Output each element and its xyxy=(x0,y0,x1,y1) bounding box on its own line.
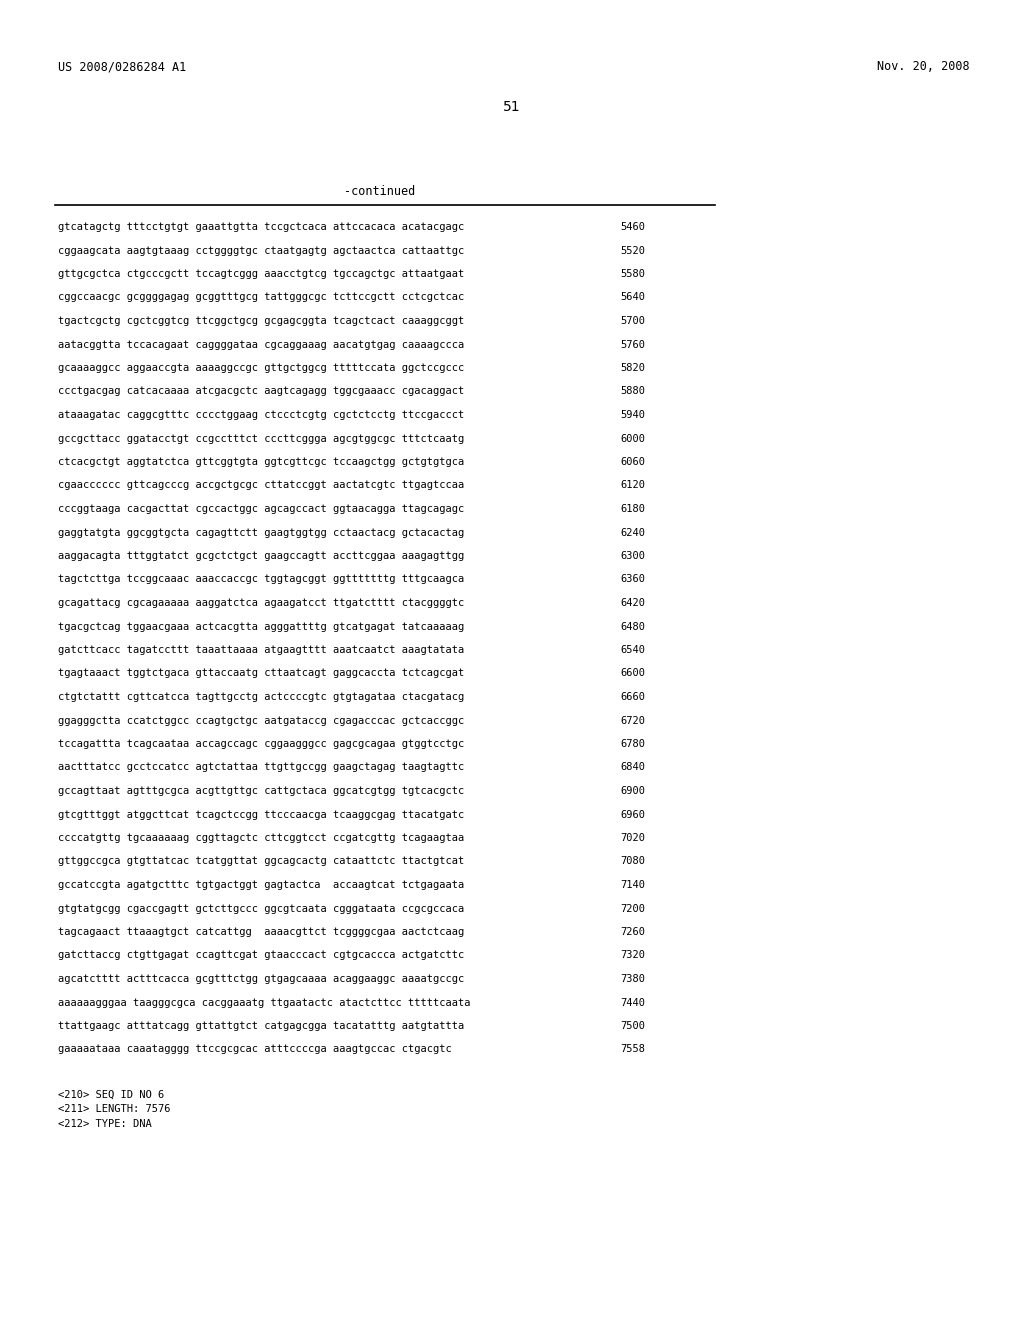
Text: Nov. 20, 2008: Nov. 20, 2008 xyxy=(878,59,970,73)
Text: cgaacccccc gttcagcccg accgctgcgc cttatccggt aactatcgtc ttgagtccaa: cgaacccccc gttcagcccg accgctgcgc cttatcc… xyxy=(58,480,464,491)
Text: gccagttaat agtttgcgca acgttgttgc cattgctaca ggcatcgtgg tgtcacgctc: gccagttaat agtttgcgca acgttgttgc cattgct… xyxy=(58,785,464,796)
Text: 7200: 7200 xyxy=(620,903,645,913)
Text: ataaagatac caggcgtttc cccctggaag ctccctcgtg cgctctcctg ttccgaccct: ataaagatac caggcgtttc cccctggaag ctccctc… xyxy=(58,411,464,420)
Text: ctgtctattt cgttcatcca tagttgcctg actccccgtc gtgtagataa ctacgatacg: ctgtctattt cgttcatcca tagttgcctg actcccc… xyxy=(58,692,464,702)
Text: 6420: 6420 xyxy=(620,598,645,609)
Text: ttattgaagc atttatcagg gttattgtct catgagcgga tacatatttg aatgtattta: ttattgaagc atttatcagg gttattgtct catgagc… xyxy=(58,1020,464,1031)
Text: ccccatgttg tgcaaaaaag cggttagctc cttcggtcct ccgatcgttg tcagaagtaa: ccccatgttg tgcaaaaaag cggttagctc cttcggt… xyxy=(58,833,464,843)
Text: 5700: 5700 xyxy=(620,315,645,326)
Text: 5760: 5760 xyxy=(620,339,645,350)
Text: tagctcttga tccggcaaac aaaccaccgc tggtagcggt ggtttttttg tttgcaagca: tagctcttga tccggcaaac aaaccaccgc tggtagc… xyxy=(58,574,464,585)
Text: gttgcgctca ctgcccgctt tccagtcggg aaacctgtcg tgccagctgc attaatgaat: gttgcgctca ctgcccgctt tccagtcggg aaacctg… xyxy=(58,269,464,279)
Text: agcatctttt actttcacca gcgtttctgg gtgagcaaaa acaggaaggc aaaatgccgc: agcatctttt actttcacca gcgtttctgg gtgagca… xyxy=(58,974,464,983)
Text: tgacgctcag tggaacgaaa actcacgtta agggattttg gtcatgagat tatcaaaaag: tgacgctcag tggaacgaaa actcacgtta agggatt… xyxy=(58,622,464,631)
Text: -continued: -continued xyxy=(344,185,416,198)
Text: gttggccgca gtgttatcac tcatggttat ggcagcactg cataattctc ttactgtcat: gttggccgca gtgttatcac tcatggttat ggcagca… xyxy=(58,857,464,866)
Text: 5880: 5880 xyxy=(620,387,645,396)
Text: 6360: 6360 xyxy=(620,574,645,585)
Text: 6000: 6000 xyxy=(620,433,645,444)
Text: 5940: 5940 xyxy=(620,411,645,420)
Text: gtcatagctg tttcctgtgt gaaattgtta tccgctcaca attccacaca acatacgagc: gtcatagctg tttcctgtgt gaaattgtta tccgctc… xyxy=(58,222,464,232)
Text: 6240: 6240 xyxy=(620,528,645,537)
Text: 6120: 6120 xyxy=(620,480,645,491)
Text: tagcagaact ttaaagtgct catcattgg  aaaacgttct tcggggcgaa aactctcaag: tagcagaact ttaaagtgct catcattgg aaaacgtt… xyxy=(58,927,464,937)
Text: ggagggctta ccatctggcc ccagtgctgc aatgataccg cgagacccac gctcaccggc: ggagggctta ccatctggcc ccagtgctgc aatgata… xyxy=(58,715,464,726)
Text: 7500: 7500 xyxy=(620,1020,645,1031)
Text: 7260: 7260 xyxy=(620,927,645,937)
Text: 5640: 5640 xyxy=(620,293,645,302)
Text: tgagtaaact tggtctgaca gttaccaatg cttaatcagt gaggcaccta tctcagcgat: tgagtaaact tggtctgaca gttaccaatg cttaatc… xyxy=(58,668,464,678)
Text: 6900: 6900 xyxy=(620,785,645,796)
Text: 6660: 6660 xyxy=(620,692,645,702)
Text: 7020: 7020 xyxy=(620,833,645,843)
Text: 5520: 5520 xyxy=(620,246,645,256)
Text: 7380: 7380 xyxy=(620,974,645,983)
Text: ctcacgctgt aggtatctca gttcggtgta ggtcgttcgc tccaagctgg gctgtgtgca: ctcacgctgt aggtatctca gttcggtgta ggtcgtt… xyxy=(58,457,464,467)
Text: gatcttcacc tagatccttt taaattaaaa atgaagtttt aaatcaatct aaagtatata: gatcttcacc tagatccttt taaattaaaa atgaagt… xyxy=(58,645,464,655)
Text: gcaaaaggcc aggaaccgta aaaaggccgc gttgctggcg tttttccata ggctccgccc: gcaaaaggcc aggaaccgta aaaaggccgc gttgctg… xyxy=(58,363,464,374)
Text: 6600: 6600 xyxy=(620,668,645,678)
Text: 6180: 6180 xyxy=(620,504,645,513)
Text: aactttatcc gcctccatcc agtctattaa ttgttgccgg gaagctagag taagtagttc: aactttatcc gcctccatcc agtctattaa ttgttgc… xyxy=(58,763,464,772)
Text: 6840: 6840 xyxy=(620,763,645,772)
Text: 7140: 7140 xyxy=(620,880,645,890)
Text: US 2008/0286284 A1: US 2008/0286284 A1 xyxy=(58,59,186,73)
Text: 6960: 6960 xyxy=(620,809,645,820)
Text: 7320: 7320 xyxy=(620,950,645,961)
Text: gaaaaataaa caaatagggg ttccgcgcac atttccccga aaagtgccac ctgacgtc: gaaaaataaa caaatagggg ttccgcgcac atttccc… xyxy=(58,1044,452,1055)
Text: aatacggtta tccacagaat caggggataa cgcaggaaag aacatgtgag caaaagccca: aatacggtta tccacagaat caggggataa cgcagga… xyxy=(58,339,464,350)
Text: gccgcttacc ggatacctgt ccgcctttct cccttcggga agcgtggcgc tttctcaatg: gccgcttacc ggatacctgt ccgcctttct cccttcg… xyxy=(58,433,464,444)
Text: <212> TYPE: DNA: <212> TYPE: DNA xyxy=(58,1119,152,1129)
Text: gcagattacg cgcagaaaaa aaggatctca agaagatcct ttgatctttt ctacggggtc: gcagattacg cgcagaaaaa aaggatctca agaagat… xyxy=(58,598,464,609)
Text: 7440: 7440 xyxy=(620,998,645,1007)
Text: 6720: 6720 xyxy=(620,715,645,726)
Text: gtcgtttggt atggcttcat tcagctccgg ttcccaacga tcaaggcgag ttacatgatc: gtcgtttggt atggcttcat tcagctccgg ttcccaa… xyxy=(58,809,464,820)
Text: 7080: 7080 xyxy=(620,857,645,866)
Text: 5580: 5580 xyxy=(620,269,645,279)
Text: 6060: 6060 xyxy=(620,457,645,467)
Text: tgactcgctg cgctcggtcg ttcggctgcg gcgagcggta tcagctcact caaaggcggt: tgactcgctg cgctcggtcg ttcggctgcg gcgagcg… xyxy=(58,315,464,326)
Text: gaggtatgta ggcggtgcta cagagttctt gaagtggtgg cctaactacg gctacactag: gaggtatgta ggcggtgcta cagagttctt gaagtgg… xyxy=(58,528,464,537)
Text: cggaagcata aagtgtaaag cctggggtgc ctaatgagtg agctaactca cattaattgc: cggaagcata aagtgtaaag cctggggtgc ctaatga… xyxy=(58,246,464,256)
Text: cggccaacgc gcggggagag gcggtttgcg tattgggcgc tcttccgctt cctcgctcac: cggccaacgc gcggggagag gcggtttgcg tattggg… xyxy=(58,293,464,302)
Text: gtgtatgcgg cgaccgagtt gctcttgccc ggcgtcaata cgggataata ccgcgccaca: gtgtatgcgg cgaccgagtt gctcttgccc ggcgtca… xyxy=(58,903,464,913)
Text: ccctgacgag catcacaaaa atcgacgctc aagtcagagg tggcgaaacc cgacaggact: ccctgacgag catcacaaaa atcgacgctc aagtcag… xyxy=(58,387,464,396)
Text: 5460: 5460 xyxy=(620,222,645,232)
Text: 6300: 6300 xyxy=(620,550,645,561)
Text: 7558: 7558 xyxy=(620,1044,645,1055)
Text: <210> SEQ ID NO 6: <210> SEQ ID NO 6 xyxy=(58,1090,164,1100)
Text: gatcttaccg ctgttgagat ccagttcgat gtaacccact cgtgcaccca actgatcttc: gatcttaccg ctgttgagat ccagttcgat gtaaccc… xyxy=(58,950,464,961)
Text: cccggtaaga cacgacttat cgccactggc agcagccact ggtaacagga ttagcagagc: cccggtaaga cacgacttat cgccactggc agcagcc… xyxy=(58,504,464,513)
Text: tccagattta tcagcaataa accagccagc cggaagggcc gagcgcagaa gtggtcctgc: tccagattta tcagcaataa accagccagc cggaagg… xyxy=(58,739,464,748)
Text: aaggacagta tttggtatct gcgctctgct gaagccagtt accttcggaa aaagagttgg: aaggacagta tttggtatct gcgctctgct gaagcca… xyxy=(58,550,464,561)
Text: gccatccgta agatgctttc tgtgactggt gagtactca  accaagtcat tctgagaata: gccatccgta agatgctttc tgtgactggt gagtact… xyxy=(58,880,464,890)
Text: 5820: 5820 xyxy=(620,363,645,374)
Text: aaaaaagggaa taagggcgca cacggaaatg ttgaatactc atactcttcc tttttcaata: aaaaaagggaa taagggcgca cacggaaatg ttgaat… xyxy=(58,998,470,1007)
Text: 6540: 6540 xyxy=(620,645,645,655)
Text: 51: 51 xyxy=(503,100,521,114)
Text: 6480: 6480 xyxy=(620,622,645,631)
Text: <211> LENGTH: 7576: <211> LENGTH: 7576 xyxy=(58,1105,171,1114)
Text: 6780: 6780 xyxy=(620,739,645,748)
